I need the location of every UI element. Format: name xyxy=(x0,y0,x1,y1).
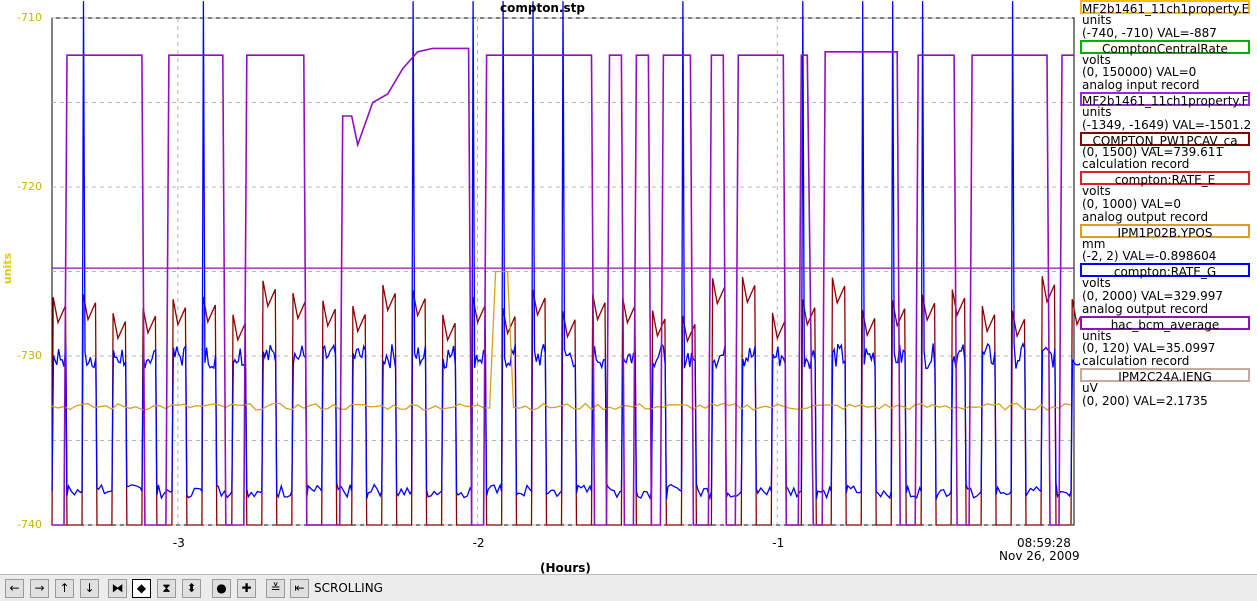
legend-item[interactable]: ComptonCentralRate volts (0, 150000) VAL=0… xyxy=(1080,39,1257,93)
x-axis-label: (Hours) xyxy=(540,561,591,575)
legend-item-info: (0, 1500) VAL=739.611 xyxy=(1082,144,1223,159)
legend-item-name[interactable]: IPM1P02B.YPOS xyxy=(1080,223,1250,240)
series-group xyxy=(51,1,1080,526)
legend-item-info: units xyxy=(1082,328,1112,343)
legend-item-info: analog output record xyxy=(1082,301,1209,316)
legend-item[interactable]: MF2b1461_11ch1property.E units (-740, -710… xyxy=(1080,0,1257,40)
legend-item-info: units xyxy=(1082,13,1112,27)
scroll-status: SCROLLING xyxy=(314,581,383,595)
legend-item-name[interactable]: COMPTON_PW1PCAV_ca xyxy=(1080,131,1250,148)
scroll-up-button[interactable]: ↑ xyxy=(55,579,74,598)
legend-item-info: analog output record xyxy=(1082,209,1209,224)
legend-item-info: uV xyxy=(1082,380,1098,395)
legend-item-name[interactable]: ComptonCentralRate xyxy=(1080,39,1250,56)
legend-item-name[interactable]: MF2b1461_11ch1property.E xyxy=(1080,0,1250,16)
auto-scale-button[interactable]: ● xyxy=(212,579,231,598)
legend-item[interactable]: IPM1P02B.YPOS mm (-2, 2) VAL=-0.898604 xyxy=(1080,223,1257,264)
current-time: 08:59:28 xyxy=(1017,536,1071,550)
legend-item[interactable]: COMPTON_PW1PCAV_ca (0, 1500) VAL=739.611 c… xyxy=(1080,131,1257,172)
legend-item-info: analog input record xyxy=(1082,78,1200,93)
chart-area xyxy=(51,1,1080,526)
legend-item[interactable]: hac_bcm_average units (0, 120) VAL=35.0997… xyxy=(1080,315,1257,369)
legend-item-name[interactable]: hac_bcm_average xyxy=(1080,315,1250,332)
y-tick-label: -740 xyxy=(17,518,42,531)
zoom-x-out-button[interactable]: ◆ xyxy=(132,579,151,598)
y-tick-label: -730 xyxy=(17,349,42,362)
legend-item[interactable]: compton:RATE_E volts (0, 1000) VAL=0 analog… xyxy=(1080,171,1257,224)
y-tick-label: -710 xyxy=(17,11,42,24)
y-tick-label: -720 xyxy=(17,180,42,193)
legend-item-info: (0, 200) VAL=2.1735 xyxy=(1082,393,1208,408)
y-axis-label: units xyxy=(1,252,15,285)
x-tick-label: -1 xyxy=(772,536,785,550)
legend: MF2b1461_11ch1property.E units (-740, -710… xyxy=(1080,0,1257,408)
legend-item-info: (-740, -710) VAL=-887 xyxy=(1082,25,1217,40)
scroll-down-button[interactable]: ↓ xyxy=(80,579,99,598)
legend-item-name[interactable]: IPM2C24A.IENG xyxy=(1080,367,1250,384)
legend-item-info: (-1349, -1649) VAL=-1501.2 xyxy=(1082,117,1252,132)
legend-item-info: calculation record xyxy=(1082,354,1190,369)
add-button[interactable]: ✚ xyxy=(237,579,256,598)
legend-item-info: (0, 120) VAL=35.0997 xyxy=(1082,341,1216,356)
series-bcm-average-line xyxy=(52,47,1074,526)
legend-item-info: (0, 1000) VAL=0 xyxy=(1082,196,1182,211)
series-ypos-line xyxy=(51,270,1072,411)
scroll-end-button[interactable]: ⇤ xyxy=(290,579,309,598)
legend-item[interactable]: compton:RATE_G volts (0, 2000) VAL=329.997… xyxy=(1080,263,1257,316)
legend-item[interactable]: IPM2C24A.IENG uV (0, 200) VAL=2.1735 xyxy=(1080,367,1257,408)
x-tick-label: -3 xyxy=(172,536,185,550)
scroll-right-button[interactable]: → xyxy=(30,579,49,598)
legend-item-info: volts xyxy=(1082,184,1111,199)
toolbar: ← → ↑ ↓ ⧓ ◆ ⧗ ⬍ ● ✚ ≚ ⇤ SCROLLING xyxy=(0,574,1257,601)
chart-title: compton.stp xyxy=(500,1,586,15)
legend-item[interactable]: MF2b1461_11ch1property.F units (-1349, -16… xyxy=(1080,91,1257,132)
legend-item-info: (0, 150000) VAL=0 xyxy=(1082,65,1197,80)
legend-item-info: (0, 2000) VAL=329.997 xyxy=(1082,288,1223,303)
legend-item-name[interactable]: compton:RATE_E xyxy=(1080,171,1250,187)
legend-item-info: (-2, 2) VAL=-0.898604 xyxy=(1082,249,1217,264)
zoom-x-in-button[interactable]: ⧓ xyxy=(108,579,127,598)
zoom-y-in-button[interactable]: ⧗ xyxy=(157,579,176,598)
scroll-left-button[interactable]: ← xyxy=(5,579,24,598)
legend-item-info: volts xyxy=(1082,276,1111,291)
legend-item-info: volts xyxy=(1082,52,1111,67)
zoom-y-out-button[interactable]: ⬍ xyxy=(182,579,201,598)
legend-item-info: calculation record xyxy=(1082,157,1190,172)
legend-item-info: units xyxy=(1082,104,1112,119)
legend-item-name[interactable]: MF2b1461_11ch1property.F xyxy=(1080,91,1250,108)
fit-button[interactable]: ≚ xyxy=(266,579,285,598)
series-cavity-power-line xyxy=(51,276,1080,526)
current-date: Nov 26, 2009 xyxy=(999,549,1080,563)
legend-item-info: mm xyxy=(1082,236,1106,251)
x-tick-label: -2 xyxy=(472,536,485,550)
legend-item-name[interactable]: compton:RATE_G xyxy=(1080,263,1250,279)
